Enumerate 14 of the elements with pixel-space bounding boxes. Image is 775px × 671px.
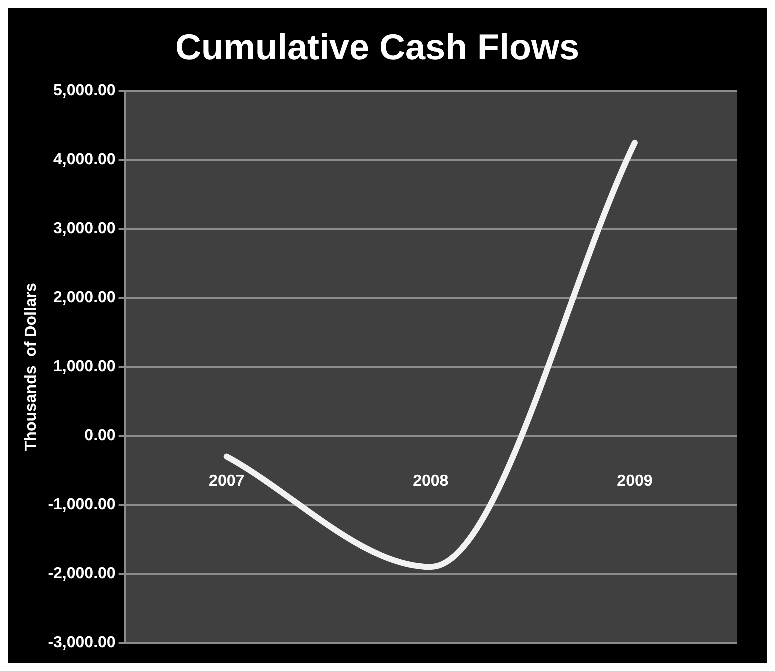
y-tick-label: -3,000.00 (48, 634, 116, 652)
y-tick-label: 1,000.00 (54, 358, 116, 376)
y-tick-label: 3,000.00 (54, 220, 116, 238)
x-tick-label: 2007 (209, 473, 245, 490)
y-tick-label: -2,000.00 (48, 565, 116, 582)
y-tick-label: 2,000.00 (54, 290, 116, 307)
y-tick-label: 4,000.00 (54, 152, 116, 169)
y-tick-label: 0.00 (84, 427, 116, 444)
chart-title: Cumulative Cash Flows (175, 26, 580, 68)
y-tick-label: 5,000.00 (54, 82, 116, 100)
x-tick-label: 2009 (617, 473, 653, 490)
x-tick-label: 2008 (413, 473, 449, 490)
y-tick-label: -1,000.00 (48, 496, 116, 514)
y-axis-title: Thousands of Dollars (23, 282, 40, 452)
